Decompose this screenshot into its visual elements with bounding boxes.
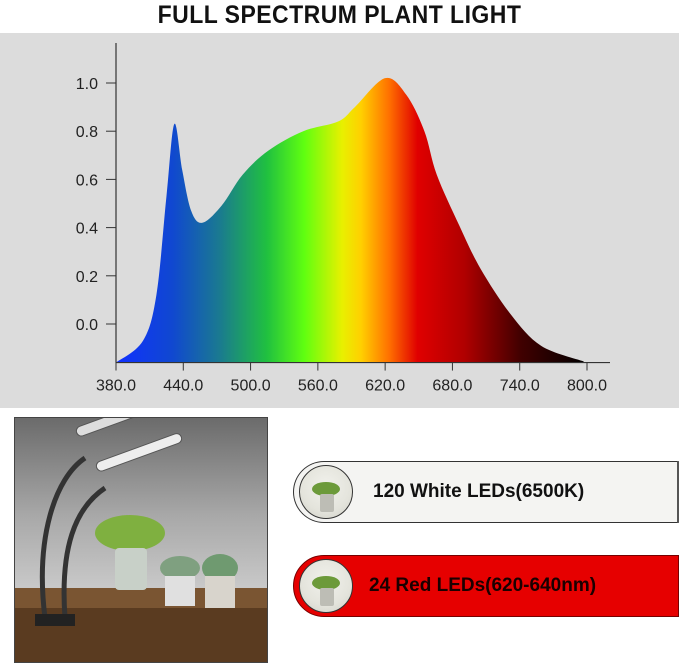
plant-thumbnail [299, 465, 353, 519]
x-tick-label: 680.0 [432, 378, 472, 395]
product-photo [14, 417, 268, 663]
x-tick-label: 560.0 [298, 378, 338, 395]
x-tick-label: 800.0 [567, 378, 607, 395]
x-tick-label: 380.0 [96, 378, 136, 395]
x-tick-label: 440.0 [163, 378, 203, 395]
plant-thumbnail [299, 559, 353, 613]
red-leds-badge: 24 Red LEDs(620-640nm) [293, 555, 679, 617]
y-tick-label: 0.8 [76, 124, 98, 141]
spectrum-chart: 380.0 440.0 500.0 560.0 620.0 680.0 740.0 800.0… [76, 43, 610, 395]
y-tick-label: 0.2 [76, 269, 98, 286]
y-tick-label: 0.4 [76, 221, 98, 238]
page-title: FULL SPECTRUM PLANT LIGHT [157, 1, 522, 29]
x-tick-label: 500.0 [231, 378, 271, 395]
x-tick-label: 620.0 [365, 378, 405, 395]
spectrum-area [116, 77, 584, 363]
y-tick-label: 1.0 [76, 76, 98, 93]
white-leds-badge: 120 White LEDs(6500K) [293, 461, 679, 523]
white-leds-label: 120 White LEDs(6500K) [373, 481, 585, 502]
y-tick-label: 0.0 [76, 317, 98, 334]
y-tick-label: 0.6 [76, 172, 98, 189]
red-leds-label: 24 Red LEDs(620-640nm) [369, 575, 597, 596]
desk-lamp-illustration [15, 418, 267, 662]
x-tick-label: 740.0 [500, 378, 540, 395]
